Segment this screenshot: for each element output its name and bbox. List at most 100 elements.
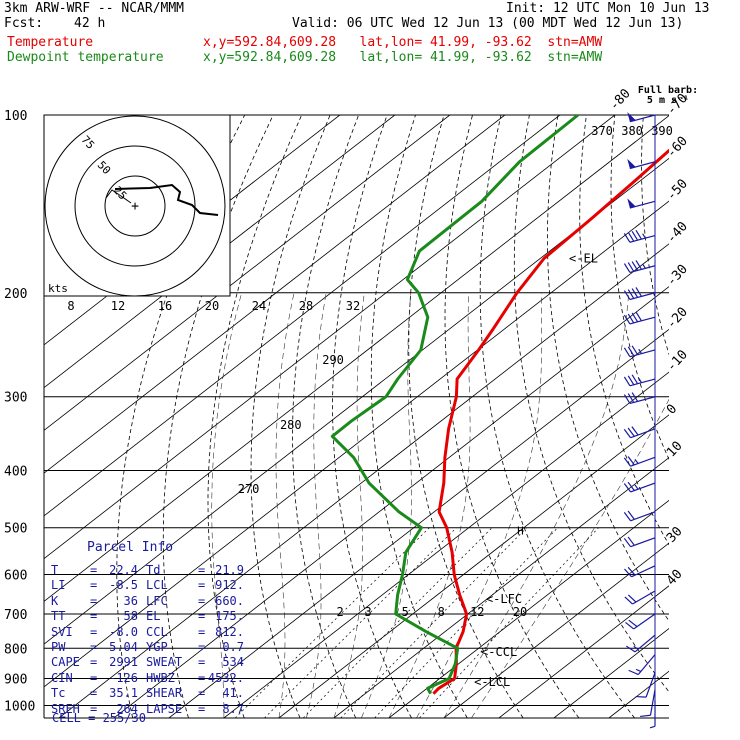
wind-barb-full [623, 347, 631, 358]
isotherm-line [44, 115, 669, 602]
wind-barb-full [627, 232, 635, 242]
dry-adiabat [610, 115, 669, 461]
parcel-label: K [51, 593, 59, 608]
parcel-equals: = [90, 563, 98, 577]
parcel-cell-motion: CELL = 255/30 [52, 711, 146, 725]
mixing-ratio-label: 12 [470, 605, 484, 619]
pressure-label: 300 [4, 391, 27, 406]
wind-barb-full [624, 596, 633, 605]
parcel-value: 21.9 [215, 563, 244, 577]
dry-adiabat [207, 115, 303, 718]
parcel-value: 41. [222, 686, 244, 701]
wind-barb-staff [633, 613, 656, 630]
parcel-value: 175. [215, 609, 244, 624]
wind-barb-full [627, 313, 635, 324]
wind-barb-full [626, 645, 636, 653]
temperature-legend-label: Temperature [7, 35, 94, 50]
wind-barb-full [623, 537, 632, 548]
wind-barb-staff [634, 634, 656, 653]
pressure-label: 900 [4, 672, 27, 687]
isotherm-label: 0 [664, 402, 680, 418]
parcel-label: SVI [51, 624, 73, 639]
hodograph-speed-label: 24 [252, 299, 266, 313]
parcel-label: Td [146, 563, 161, 577]
wind-barb [623, 345, 656, 358]
wind-barb-flag [627, 198, 636, 209]
wind-barb-staff [629, 378, 656, 387]
parcel-equals: = [198, 686, 206, 701]
isotherm-line [388, 499, 669, 718]
wind-barb-full [627, 289, 635, 299]
valid-time: Valid: 06 UTC Wed 12 Jun 13 (00 MDT Wed … [292, 16, 684, 31]
wind-barb-full [635, 287, 642, 297]
wind-barb-staff [637, 654, 656, 675]
model-title: 3km ARW-WRF -- NCAR/MMM [4, 1, 185, 16]
wind-barb-staff [630, 456, 656, 467]
moist-adiabat [306, 292, 327, 718]
level-marker: <-CCL [481, 645, 517, 659]
isotherm-line [44, 200, 669, 688]
pressure-label: 800 [4, 642, 27, 657]
theta-left-label: 280 [280, 418, 302, 432]
mixing-ratio-line [234, 527, 430, 718]
parcel-label: EL [146, 609, 161, 624]
wind-barb-full [624, 568, 632, 578]
wind-barb-full [627, 346, 635, 356]
wind-barb-full [627, 456, 635, 466]
wind-barb-full [631, 426, 639, 436]
wind-barb-full [628, 619, 638, 628]
isotherm-line [44, 115, 451, 431]
wind-barb-full [628, 669, 639, 676]
wind-barb [623, 311, 656, 325]
wind-barb-full [635, 695, 647, 698]
isotherm-label: -10 [664, 347, 691, 374]
wind-barb [626, 634, 656, 653]
parcel-value: 36 [123, 593, 138, 608]
dry-adiabat [641, 115, 669, 356]
theta-left-label: 270 [238, 482, 260, 496]
parcel-value: 812. [215, 624, 244, 639]
moist-adiabat [443, 292, 629, 718]
wind-barb-full [631, 374, 639, 385]
dry-adiabat [444, 115, 580, 718]
wind-barb-full [627, 427, 635, 437]
parcel-label: Tc [51, 686, 66, 701]
level-marker: <-LCL [474, 675, 510, 689]
wind-barb-full [623, 394, 631, 404]
isotherm-label: -50 [664, 176, 691, 203]
mixing-ratio-line [419, 527, 599, 718]
isotherm-line [44, 115, 616, 560]
wind-barb-full [635, 311, 642, 322]
parcel-value: 2991 [109, 655, 138, 670]
wind-barb [623, 260, 656, 274]
isotherm-line [553, 628, 669, 718]
parcel-label: CIN [51, 670, 73, 685]
parcel-equals: = [90, 640, 98, 654]
pressure-label: 400 [4, 465, 27, 480]
wind-barb-full [623, 314, 631, 325]
wind-barb-full [623, 263, 631, 273]
parcel-value: 8.7 [222, 701, 244, 716]
wind-barb-full [627, 262, 635, 272]
wind-barb-full [627, 481, 635, 491]
parcel-equals: = [198, 578, 206, 593]
parcel-equals: = [198, 593, 206, 608]
parcel-label: T [51, 563, 59, 577]
barb-legend-units: 5 m s⁻¹ [647, 95, 689, 106]
parcel-value: -8.0 [109, 624, 138, 639]
parcel-equals: = [90, 686, 98, 701]
wind-barb [623, 456, 656, 467]
moist-adiabat [361, 292, 412, 718]
dry-adiabat [700, 115, 740, 718]
wind-barb [625, 613, 656, 630]
isotherm-label: -20 [664, 305, 691, 332]
parcel-value: -126 [109, 670, 138, 685]
dewpoint-legend-label: Dewpoint temperature [7, 50, 164, 65]
parcel-label: TT [51, 609, 66, 624]
parcel-equals: = [198, 670, 206, 685]
wind-barb-staff [630, 428, 656, 439]
isotherm-label: -30 [664, 262, 691, 289]
isotherm-line [44, 115, 561, 517]
wind-barb-staff [632, 590, 656, 605]
wind-barb [649, 700, 656, 729]
